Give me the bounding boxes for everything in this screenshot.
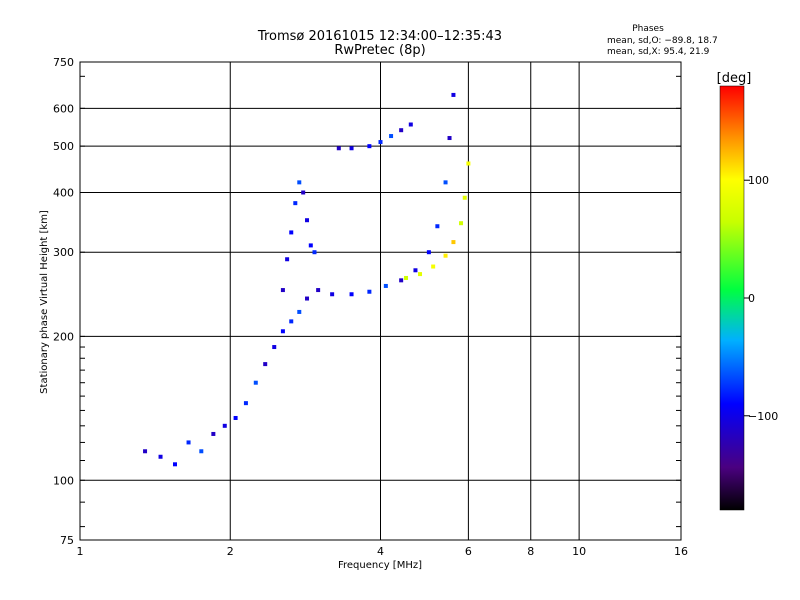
- data-point-o: [451, 92, 456, 97]
- data-point-o: [297, 309, 302, 314]
- data-point-x: [431, 264, 436, 269]
- data-point-o: [186, 440, 191, 445]
- colorbar-ticks: 100 0 −100: [744, 174, 778, 423]
- data-point-o: [289, 319, 294, 324]
- data-point-o: [297, 180, 302, 185]
- data-point-o: [305, 296, 310, 301]
- data-point-o: [199, 449, 204, 454]
- data-point-o: [301, 190, 306, 195]
- x-tick-label: 6: [465, 545, 472, 558]
- x-tick-label: 1: [77, 545, 84, 558]
- y-tick-label: 500: [53, 140, 74, 153]
- data-point-o: [349, 292, 354, 297]
- data-point-o: [330, 292, 335, 297]
- data-point-o: [367, 289, 372, 294]
- data-point-o: [426, 250, 431, 255]
- data-point-o: [172, 462, 177, 467]
- data-point-o: [143, 449, 148, 454]
- data-point-o: [308, 243, 313, 248]
- data-point-o: [243, 401, 248, 406]
- y-tick-label: 75: [60, 534, 74, 547]
- data-point-o: [289, 230, 294, 235]
- data-point-o: [316, 288, 321, 293]
- data-point-o: [447, 136, 452, 141]
- phases-legend-o: mean, sd,O: −89.8, 18.7: [607, 36, 718, 46]
- data-point-x: [418, 272, 423, 277]
- data-point-o: [383, 283, 388, 288]
- x-axis-label: Frequency [MHz]: [338, 560, 422, 571]
- data-point-o: [336, 146, 341, 151]
- chart-subtitle: RwPretec (8p): [334, 43, 425, 58]
- colorbar-tick-label: 0: [748, 292, 755, 305]
- data-point-o: [367, 144, 372, 149]
- x-tick-label: 4: [377, 545, 384, 558]
- phases-legend-title: Phases: [632, 24, 664, 34]
- y-tick-label: 300: [53, 246, 74, 259]
- x-axis-ticks: 1 2 4 6 8 10 16: [77, 545, 689, 558]
- phases-legend-x: mean, sd,X: 95.4, 21.9: [607, 47, 710, 57]
- data-point-x: [404, 275, 409, 280]
- y-tick-label: 400: [53, 186, 74, 199]
- y-tick-label: 600: [53, 102, 74, 115]
- data-point-x: [459, 221, 464, 226]
- data-point-o: [158, 454, 163, 459]
- data-point-o: [233, 415, 238, 420]
- x-tick-label: 16: [674, 545, 688, 558]
- colorbar-label: [deg]: [717, 71, 752, 86]
- colorbar-tick-label: 100: [748, 174, 769, 187]
- data-point-x: [462, 195, 467, 200]
- data-point-o: [389, 134, 394, 139]
- data-point-o: [211, 431, 216, 436]
- data-point-o: [408, 122, 413, 127]
- y-tick-label: 100: [53, 474, 74, 487]
- data-point-o: [222, 423, 227, 428]
- data-points: [143, 92, 471, 467]
- colorbar: [719, 85, 745, 511]
- data-point-o: [253, 380, 258, 385]
- data-point-o: [285, 257, 290, 262]
- x-tick-label: 8: [527, 545, 534, 558]
- data-point-x: [443, 253, 448, 258]
- data-point-o: [305, 218, 310, 223]
- data-point-o: [280, 288, 285, 293]
- y-axis-label: Stationary phase Virtual Height [km]: [39, 210, 50, 394]
- data-point-x: [466, 161, 471, 166]
- data-point-o: [280, 329, 285, 334]
- data-point-o: [312, 250, 317, 255]
- chart-title: Tromsø 20161015 12:34:00–12:35:43: [257, 29, 502, 44]
- y-tick-label: 200: [53, 330, 74, 343]
- data-point-o: [378, 140, 383, 145]
- x-tick-label: 2: [227, 545, 234, 558]
- data-point-o: [263, 362, 268, 367]
- data-point-o: [399, 278, 404, 283]
- y-tick-label: 750: [53, 56, 74, 69]
- x-tick-label: 10: [572, 545, 586, 558]
- data-point-o: [349, 146, 354, 151]
- data-point-o: [413, 268, 418, 273]
- y-axis-ticks: 75 100 200 300 400 500 600 750: [53, 56, 681, 547]
- colorbar-tick-label: −100: [748, 410, 778, 423]
- data-point-o: [443, 180, 448, 185]
- data-point-x: [451, 240, 456, 245]
- data-point-o: [399, 128, 404, 133]
- data-point-o: [293, 201, 298, 206]
- data-point-o: [435, 224, 440, 229]
- data-point-o: [272, 345, 277, 350]
